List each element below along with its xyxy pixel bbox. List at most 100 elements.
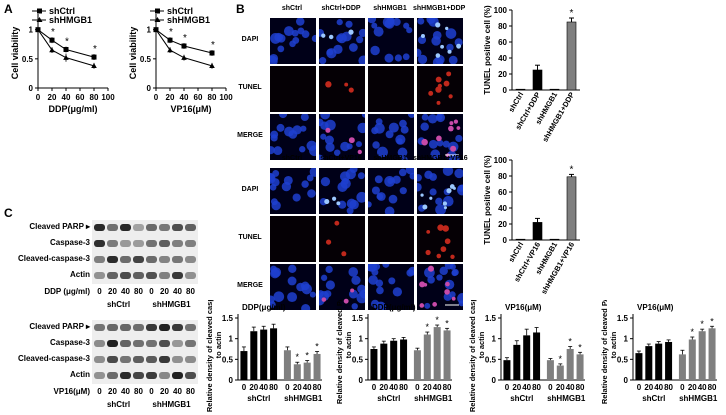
nucleus [386, 18, 395, 25]
data-point [91, 54, 97, 60]
nucleus [424, 170, 433, 180]
blot-dose-label: 0 [149, 387, 154, 396]
nucleus [368, 201, 372, 208]
bright-nucleus [443, 206, 447, 210]
y-tick-label: 0.5 [485, 355, 497, 364]
x-tick-label: 100 [219, 93, 233, 102]
significance-star: * [211, 40, 215, 51]
nucleus [351, 275, 361, 285]
nucleus [445, 28, 457, 39]
nucleus [371, 22, 378, 29]
blot-band [185, 324, 196, 331]
category-label: 20 [512, 383, 521, 392]
blot-strip [92, 236, 198, 252]
tunel-spot [436, 100, 441, 105]
bar [688, 339, 696, 380]
bar [566, 176, 577, 241]
blot-band [172, 240, 183, 247]
micro-image [417, 216, 463, 262]
blot-band [185, 356, 196, 363]
tunel-spot [437, 83, 443, 89]
blot-band [120, 256, 131, 263]
blot-dose-label: 80 [186, 287, 195, 296]
x-tick-label: 60 [194, 93, 203, 102]
data-point [35, 26, 41, 32]
nucleus [368, 18, 377, 24]
micro-bg [270, 216, 316, 262]
nucleus [348, 267, 359, 277]
y-tick-label: 1 [624, 335, 629, 344]
significance-star: * [559, 354, 563, 364]
micro-image [368, 264, 414, 310]
nucleus [417, 48, 422, 57]
blot-band [94, 340, 105, 347]
nucleus [448, 55, 458, 64]
nucleus [284, 126, 295, 137]
micro-row-label: TUNEL [238, 234, 262, 241]
y-tick-label: 0.5 [617, 355, 629, 364]
bar [443, 330, 451, 380]
nucleus [427, 114, 438, 124]
nucleus [432, 57, 444, 64]
group-label: shCtrl [510, 394, 533, 403]
nucleus [357, 284, 365, 294]
micro-bg [319, 66, 365, 112]
blot-dose-label: 80 [186, 387, 195, 396]
nucleus [417, 174, 422, 182]
blot-band [185, 240, 196, 247]
category-label: 80 [532, 383, 541, 392]
y-tick-label: 0 [359, 376, 364, 385]
category-label: 0 [415, 383, 420, 392]
significance-star: * [570, 164, 574, 175]
group-label: shCtrl [247, 394, 270, 403]
y-axis-label: Relative density of cleaved PARP [335, 300, 344, 404]
micro-bg [368, 66, 414, 112]
merge-spot [419, 281, 426, 288]
blot-dose-label: 40 [121, 287, 130, 296]
bar [698, 331, 706, 380]
chart-title: DDP(μg/ml) [372, 303, 416, 312]
bar [400, 339, 408, 380]
nucleus [355, 141, 362, 148]
nucleus [300, 114, 309, 122]
blot-group-label: shHMGB1 [152, 400, 191, 409]
y-tick-label: 1 [229, 335, 234, 344]
micro-image [270, 18, 316, 64]
merge-spot [357, 149, 362, 155]
bar [533, 332, 541, 380]
bar [708, 328, 716, 380]
blot-row-label: Actin [70, 370, 90, 379]
nucleus [309, 168, 316, 177]
blot-band [146, 356, 157, 363]
bar [566, 21, 577, 91]
nucleus [408, 266, 414, 276]
nucleus [399, 187, 407, 195]
y-tick-label: 1 [29, 26, 34, 35]
tunel-spot [446, 71, 452, 77]
category-label: 0 [285, 383, 290, 392]
blot-band [120, 272, 131, 279]
category-label: 80 [664, 383, 673, 392]
y-axis-label: Relative density of cleaved PARP [600, 300, 609, 404]
blot-band [172, 256, 183, 263]
bar [413, 350, 421, 380]
y-axis-label: Relative density of cleaved caspase-3 [468, 300, 477, 412]
panel-c-bars: 0 0.5 1 1.5 DDP(μg/ml) Relative density of cl… [205, 300, 718, 412]
chart-c1: 0 0.5 1 1.5 DDP(μg/ml) Relative density of cl… [205, 300, 323, 412]
nucleus [281, 181, 292, 192]
blot-band [120, 240, 131, 247]
blot-band [133, 224, 144, 231]
tunel-spot [341, 251, 347, 257]
bar [433, 327, 441, 380]
nucleus [406, 27, 413, 34]
y-axis-label-2: to actin [477, 331, 486, 358]
significance-star: * [296, 352, 300, 362]
micro-image [270, 216, 316, 262]
blot-band [159, 240, 170, 247]
nucleus [295, 18, 305, 26]
nucleus [405, 168, 414, 175]
nucleus [407, 114, 414, 118]
bar [313, 353, 321, 380]
western-blot-vp16: Cleaved PARP ▸ Caspase-3 Cleaved-caspase-3… [0, 320, 200, 415]
